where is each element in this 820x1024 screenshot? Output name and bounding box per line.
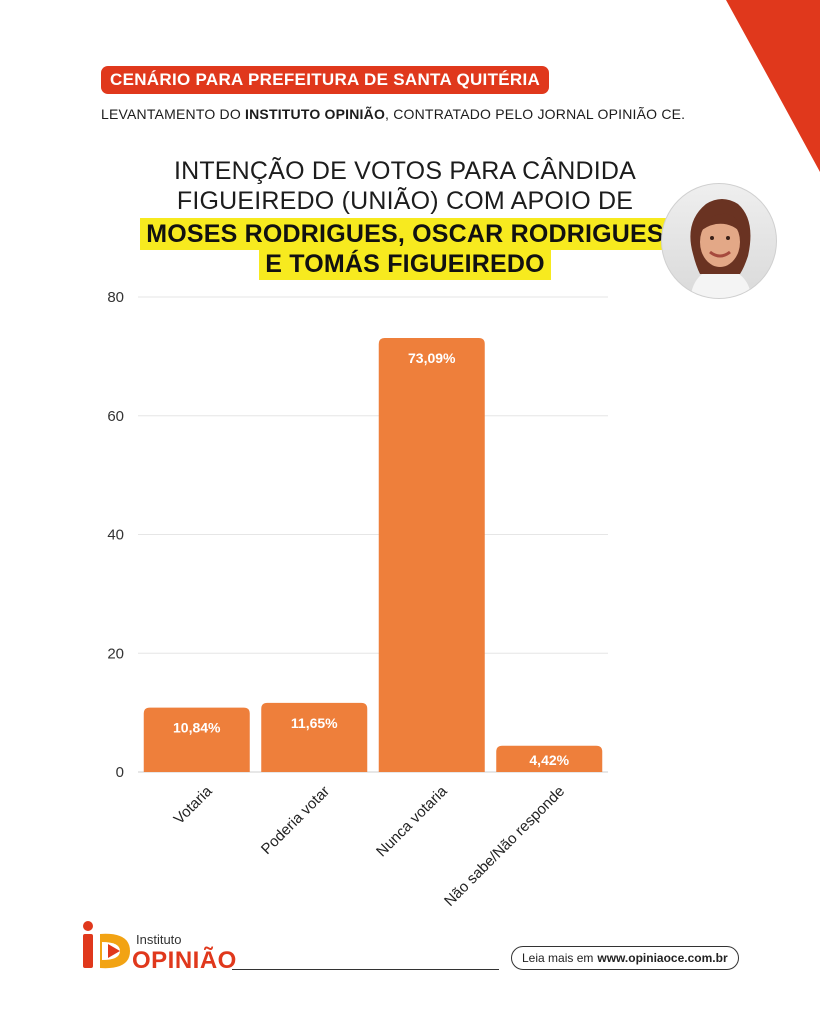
highlight-row-1: MOSES RODRIGUES, OSCAR RODRIGUES — [140, 218, 670, 250]
x-category-label: Votaria — [171, 782, 217, 828]
headline-line-2: FIGUEIREDO (UNIÃO) COM APOIO DE — [176, 187, 634, 215]
x-category-label: Poderia votar — [258, 783, 333, 858]
y-tick-label: 20 — [107, 645, 124, 662]
scenario-badge: CENÁRIO PARA PREFEITURA DE SANTA QUITÉRI… — [101, 66, 550, 94]
subtitle-pre: LEVANTAMENTO DO — [101, 106, 245, 122]
instituto-opiniao-logo — [83, 921, 130, 969]
y-tick-label: 80 — [107, 289, 124, 306]
y-tick-label: 60 — [107, 408, 124, 425]
bar — [261, 702, 368, 772]
survey-subtitle: LEVANTAMENTO DO INSTITUTO OPINIÃO, CONTR… — [101, 106, 685, 122]
bar-data-label: 10,84% — [173, 720, 221, 736]
highlight-row-2: E TOMÁS FIGUEIREDO — [140, 248, 670, 280]
subtitle-post: , CONTRATADO PELO JORNAL OPINIÃO CE. — [385, 106, 686, 122]
bar — [496, 745, 603, 772]
candidate-avatar — [661, 183, 777, 299]
highlight-supporters-2: E TOMÁS FIGUEIREDO — [259, 248, 551, 280]
headline-line-1: INTENÇÃO DE VOTOS PARA CÂNDIDA — [173, 157, 637, 185]
bar-data-label: 4,42% — [529, 752, 569, 768]
read-more-link[interactable]: Leia mais em www.opiniaoce.com.br — [511, 946, 739, 970]
bar-data-label: 73,09% — [408, 350, 456, 366]
x-category-label: Nunca votaria — [373, 782, 451, 860]
vote-intention-chart: 0 20 40 60 80 10,84% Votaria 11,65% Poderia vota… — [107, 289, 608, 910]
read-more-label: Leia mais em — [522, 951, 594, 965]
highlight-supporters-1: MOSES RODRIGUES, OSCAR RODRIGUES — [140, 218, 670, 250]
x-category-label: Não sabe/Não responde — [441, 783, 568, 910]
bar — [143, 707, 250, 772]
footer-divider — [232, 969, 499, 970]
subtitle-institute: INSTITUTO OPINIÃO — [245, 106, 386, 122]
read-more-url: www.opiniaoce.com.br — [597, 951, 728, 965]
bar — [378, 338, 485, 772]
headline: INTENÇÃO DE VOTOS PARA CÂNDIDA FIGUEIRED… — [140, 156, 670, 216]
y-tick-label: 0 — [116, 764, 124, 781]
y-tick-label: 40 — [107, 527, 124, 544]
bar-data-label: 11,65% — [291, 715, 338, 731]
logo-text-instituto: Instituto — [136, 932, 182, 947]
logo-text-opiniao: OPINIÃO — [132, 947, 237, 974]
